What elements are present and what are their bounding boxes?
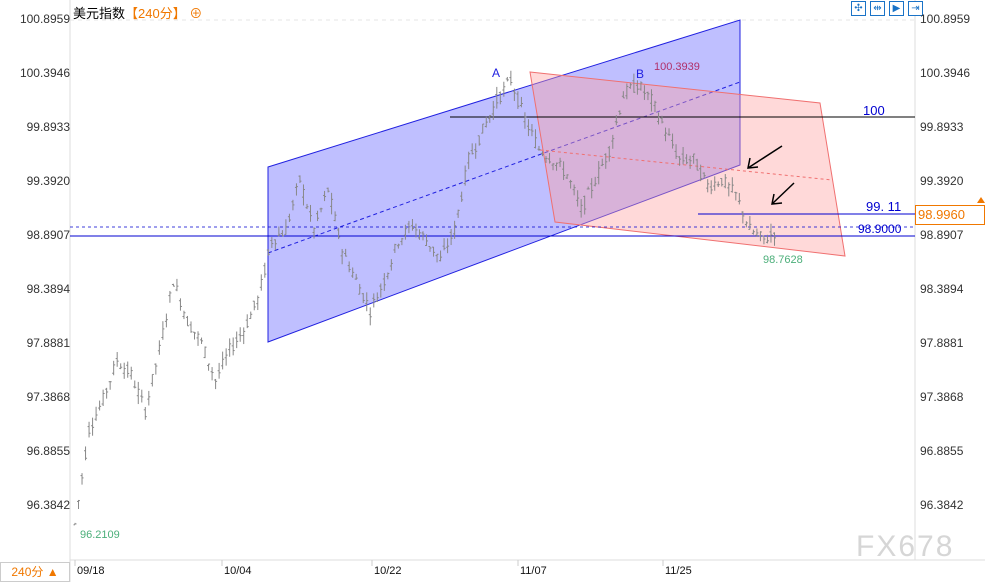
arrow-head-icon — [771, 193, 783, 205]
y-tick-label-l: 100.3946 — [19, 65, 70, 80]
y-tick-label-r: 100.3946 — [920, 65, 971, 80]
y-tick-label-r: 99.3920 — [920, 173, 964, 188]
watermark-logo: FX678 — [856, 530, 955, 563]
x-tick-label: 11/25 — [665, 565, 692, 577]
blue-channel — [267, 19, 741, 343]
pink-channel — [529, 71, 846, 257]
x-tick-label: 11/07 — [520, 565, 547, 577]
y-tick-label-r: 96.8855 — [920, 443, 964, 458]
y-tick-label-r: 98.3894 — [920, 281, 964, 296]
x-tick-label: 09/18 — [77, 565, 105, 577]
pink-channel-midline — [539, 149, 833, 181]
price-marker-icon — [977, 197, 985, 203]
y-tick-label-l: 98.3894 — [26, 281, 70, 296]
high-price-label: 100.3939 — [654, 61, 700, 73]
low-price-label: 98.7628 — [763, 254, 803, 266]
period-label: 【240分】 — [125, 6, 186, 21]
auto-scale-icon[interactable]: ▶ — [889, 1, 904, 16]
level-9911-label: 99. 11 — [866, 199, 901, 214]
arrow-icon — [747, 145, 783, 169]
point-b-label: B — [636, 67, 644, 81]
chart-title: 美元指数【240分】 ⊕ — [73, 3, 202, 22]
y-tick-label-l: 98.8907 — [26, 227, 70, 242]
y-tick-label-l: 97.8881 — [26, 335, 70, 350]
y-tick-label-r: 96.3842 — [920, 497, 964, 512]
x-tick-label: 10/04 — [224, 565, 252, 577]
x-tick-label: 10/22 — [374, 565, 402, 577]
y-tick-label-r: 99.8933 — [920, 119, 964, 134]
start-low-label: 96.2109 — [80, 529, 120, 541]
y-tick-label-r: 98.8907 — [920, 227, 964, 242]
crosshair-icon[interactable]: ✣ — [851, 1, 866, 16]
y-tick-label-l: 97.3868 — [26, 389, 70, 404]
scroll-end-icon[interactable]: ⇥ — [908, 1, 923, 16]
plus-circle-icon[interactable]: ⊕ — [185, 6, 203, 21]
point-a-label: A — [492, 66, 500, 80]
y-tick-label-l: 96.8855 — [26, 443, 70, 458]
y-tick-label-l: 100.8959 — [19, 12, 70, 26]
y-tick-label-r: 100.8959 — [920, 12, 971, 26]
level-989-label: 98.9000 — [858, 222, 902, 236]
y-tick-label-l: 96.3842 — [26, 497, 70, 512]
instrument-name: 美元指数 — [73, 6, 126, 21]
y-tick-label-r: 97.3868 — [920, 389, 964, 404]
y-tick-label-l: 99.8933 — [26, 119, 70, 134]
y-tick-label-r: 97.8881 — [920, 335, 964, 350]
chart-toolbar: ✣ ⇹ ▶ ⇥ — [851, 1, 923, 16]
level-100-label: 100 — [863, 103, 885, 118]
fit-range-icon[interactable]: ⇹ — [870, 1, 885, 16]
period-selector-button[interactable]: 240分 ▲ — [0, 562, 70, 582]
arrow-head-icon — [747, 157, 759, 169]
y-tick-label-l: 99.3920 — [26, 173, 70, 188]
arrow-icon — [771, 182, 795, 205]
current-price-label: 98.9960 — [915, 205, 985, 225]
